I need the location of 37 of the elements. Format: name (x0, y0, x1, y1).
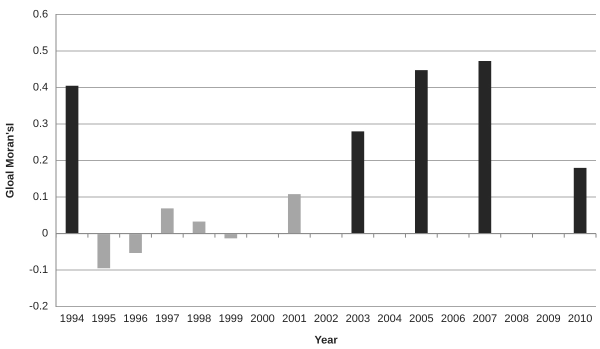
y-tick-label: -0.2 (29, 300, 48, 313)
x-tick-label: 1994 (60, 313, 84, 326)
y-tick-label: -0.1 (29, 264, 48, 276)
x-tick-label: 2001 (282, 313, 307, 326)
bar (192, 222, 206, 234)
y-tick-label: 0.2 (32, 154, 48, 167)
x-axis-title: Year (314, 334, 338, 346)
x-tick-label: 2004 (377, 313, 402, 326)
x-tick-label: 2000 (250, 313, 275, 326)
y-tick-label: 0.5 (32, 45, 48, 58)
bar (66, 86, 78, 234)
y-tick-label: 0.3 (32, 118, 48, 130)
y-tick-label: 0 (42, 228, 48, 240)
y-tick-label: 0.1 (32, 191, 48, 204)
x-tick-label: 1996 (123, 313, 148, 326)
bar (129, 234, 142, 253)
x-tick-label: 1998 (186, 313, 212, 326)
x-tick-label: 2002 (314, 313, 338, 326)
bar (224, 234, 238, 238)
x-tick-label: 2008 (504, 313, 529, 326)
bar (351, 131, 364, 234)
y-axis-title: Gloal Moran'sI (4, 122, 17, 198)
x-tick-label: 2005 (409, 313, 434, 326)
bar (478, 60, 492, 234)
y-tick-label: 0.6 (32, 8, 48, 21)
x-tick-label: 2009 (536, 313, 561, 326)
x-tick-label: 2007 (472, 313, 498, 326)
x-tick-label: 2006 (440, 313, 466, 326)
bar (414, 70, 428, 234)
bar (574, 168, 586, 234)
y-tick-label: 0.4 (32, 82, 48, 94)
x-tick-label: 1997 (155, 313, 180, 326)
x-tick-label: 2003 (346, 313, 370, 326)
x-tick-label: 1999 (218, 313, 244, 326)
bar (160, 208, 174, 234)
x-tick-label: 2010 (568, 313, 592, 326)
x-tick-label: 1995 (92, 313, 116, 326)
